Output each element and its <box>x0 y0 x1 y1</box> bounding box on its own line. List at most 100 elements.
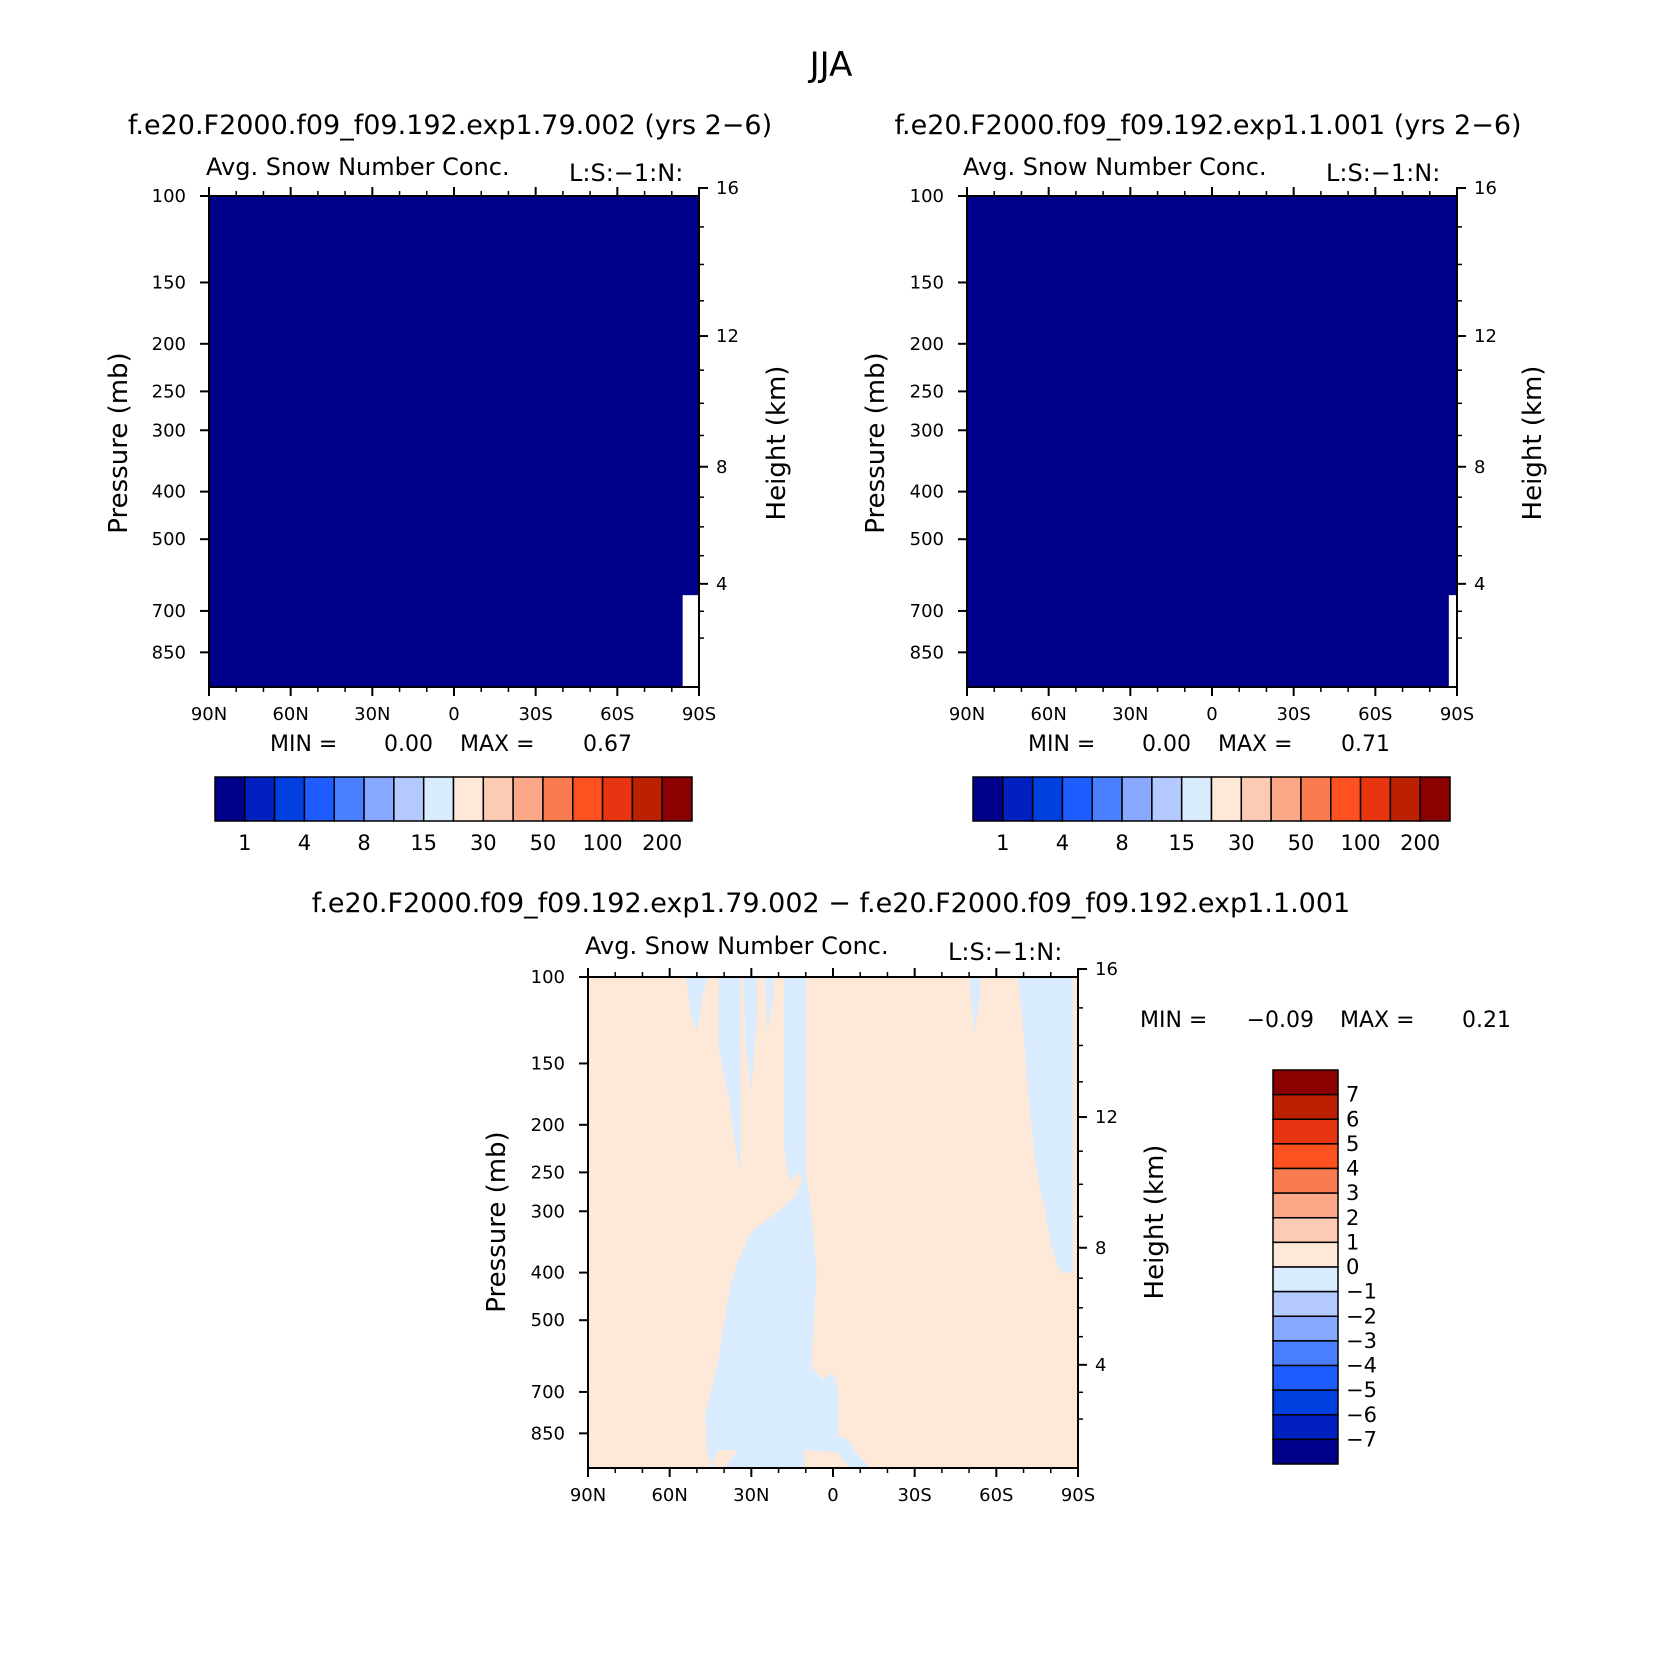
colorbar-box <box>512 776 544 822</box>
colorbar-box <box>972 776 1004 822</box>
y-tick-label: 100 <box>531 967 565 988</box>
colorbar-box <box>1272 1290 1339 1317</box>
panel-2: f.e20.F2000.f09_f09.192.exp1.1.001 (yrs … <box>861 110 1548 855</box>
y-tick-label: 250 <box>910 381 944 402</box>
colorbar-label: 1 <box>238 831 251 855</box>
colorbar-box <box>1272 1364 1339 1391</box>
panel-3-title: f.e20.F2000.f09_f09.192.exp1.79.002 − f.… <box>312 888 1350 919</box>
x-tick-label: 60S <box>979 1485 1013 1506</box>
x-tick-label: 90S <box>682 704 716 725</box>
negative-region-7 <box>1018 977 1073 1273</box>
colorbar-box <box>452 776 485 822</box>
x-tick-label: 90N <box>570 1485 606 1506</box>
colorbar-label: 15 <box>1168 831 1195 855</box>
colorbar-box <box>214 776 246 822</box>
colorbar-label: −7 <box>1346 1427 1377 1451</box>
colorbar-label: 1 <box>996 831 1009 855</box>
contour-field <box>967 196 1457 687</box>
colorbar-box <box>661 776 693 822</box>
colorbar-box <box>482 776 514 822</box>
colorbar-box <box>1272 1093 1339 1120</box>
panel-2-min-value: 0.00 <box>1142 732 1191 757</box>
colorbar-box <box>1300 776 1332 822</box>
y-right-tick-label: 8 <box>716 457 727 478</box>
negative-region-6 <box>784 977 806 1189</box>
colorbar-box <box>1359 776 1392 822</box>
y-tick-label: 100 <box>910 186 944 207</box>
panel-3-plot-area: 90N 60N 30N 0 30S 60S 90S 100 150 200 250 300 400 500… <box>531 959 1118 1506</box>
colorbar-box <box>1272 1217 1339 1244</box>
y-right-tick-label: 16 <box>1095 959 1118 980</box>
panel-3-ylabel: Pressure (mb) <box>482 1131 512 1312</box>
panel-3-max-label: MAX = <box>1340 1008 1415 1033</box>
x-tick-label: 30S <box>518 704 552 725</box>
x-tick-label: 30S <box>1276 704 1310 725</box>
contour-fill <box>209 196 699 687</box>
x-tick-label: 90S <box>1061 1485 1095 1506</box>
negative-region-3 <box>718 977 741 1169</box>
panel-3-min-label: MIN = <box>1140 1008 1207 1033</box>
panel-1-plot-area: 90N 60N 30N 0 30S 60S 90S 100 150 200 250 300 400 500… <box>152 178 739 725</box>
panel-3: f.e20.F2000.f09_f09.192.exp1.79.002 − f.… <box>312 888 1511 1506</box>
colorbar-label: 100 <box>583 831 623 855</box>
y-tick-label: 300 <box>152 420 186 441</box>
x-tick-label: 60N <box>1030 704 1066 725</box>
colorbar-box <box>1272 1118 1339 1145</box>
colorbar-box <box>542 776 574 822</box>
colorbar-label: 4 <box>1056 831 1069 855</box>
colorbar-box <box>1031 776 1064 822</box>
colorbar-box <box>1389 776 1421 822</box>
colorbar-box <box>1270 776 1302 822</box>
panel-2-subtitle-right: L:S:−1:N: <box>1326 159 1440 187</box>
x-tick-label: 60S <box>600 704 634 725</box>
y-tick-label: 250 <box>152 381 186 402</box>
panel-3-subtitle: Avg. Snow Number Conc. <box>585 932 889 960</box>
x-tick-label: 0 <box>827 1485 838 1506</box>
y-tick-label: 700 <box>152 601 186 622</box>
panel-3-subtitle-right: L:S:−1:N: <box>948 938 1062 966</box>
colorbar-label: 50 <box>530 831 557 855</box>
negative-region-2 <box>686 977 708 1033</box>
colorbar-box <box>422 776 455 822</box>
colorbar-box <box>1121 776 1153 822</box>
x-tick-label: 30S <box>897 1485 931 1506</box>
panel-1-max-label: MAX = <box>460 732 535 757</box>
panel-1-title: f.e20.F2000.f09_f09.192.exp1.79.002 (yrs… <box>128 110 772 141</box>
colorbar-box <box>572 776 604 822</box>
colorbar-box <box>1002 776 1034 822</box>
negative-region-1 <box>705 1172 872 1468</box>
negative-region-8 <box>969 977 980 1033</box>
colorbar-label: 0 <box>1346 1255 1359 1279</box>
colorbar-label: 50 <box>1288 831 1315 855</box>
y-tick-label: 100 <box>152 186 186 207</box>
colorbar-label: 7 <box>1346 1083 1359 1107</box>
y-tick-label: 150 <box>152 272 186 293</box>
negative-region-4 <box>743 977 757 1091</box>
x-tick-label: 0 <box>448 704 459 725</box>
colorbar-box <box>1272 1340 1339 1367</box>
colorbar-label: 30 <box>470 831 497 855</box>
colorbar-box <box>631 776 663 822</box>
panel-1-subtitle: Avg. Snow Number Conc. <box>206 153 510 181</box>
colorbar-box <box>333 776 365 822</box>
panel-3-max-value: 0.21 <box>1462 1008 1511 1033</box>
y-tick-label: 500 <box>531 1310 565 1331</box>
colorbar-box <box>363 776 395 822</box>
y-tick-label: 700 <box>910 601 944 622</box>
contour-fill <box>967 196 1457 687</box>
colorbar-box <box>1272 1241 1339 1268</box>
x-tick-label: 90N <box>191 704 227 725</box>
x-tick-label: 90S <box>1440 704 1474 725</box>
colorbar-box <box>1272 1069 1339 1096</box>
y-right-tick-label: 12 <box>1095 1107 1118 1128</box>
colorbar-label: 200 <box>642 831 682 855</box>
colorbar-box <box>601 776 634 822</box>
y-right-tick-label: 12 <box>716 326 739 347</box>
colorbar-label: 4 <box>298 831 311 855</box>
colorbar-label: 30 <box>1228 831 1255 855</box>
y-right-tick-label: 4 <box>1474 574 1485 595</box>
panel-3-min-value: −0.09 <box>1247 1008 1314 1033</box>
y-tick-label: 400 <box>531 1263 565 1284</box>
